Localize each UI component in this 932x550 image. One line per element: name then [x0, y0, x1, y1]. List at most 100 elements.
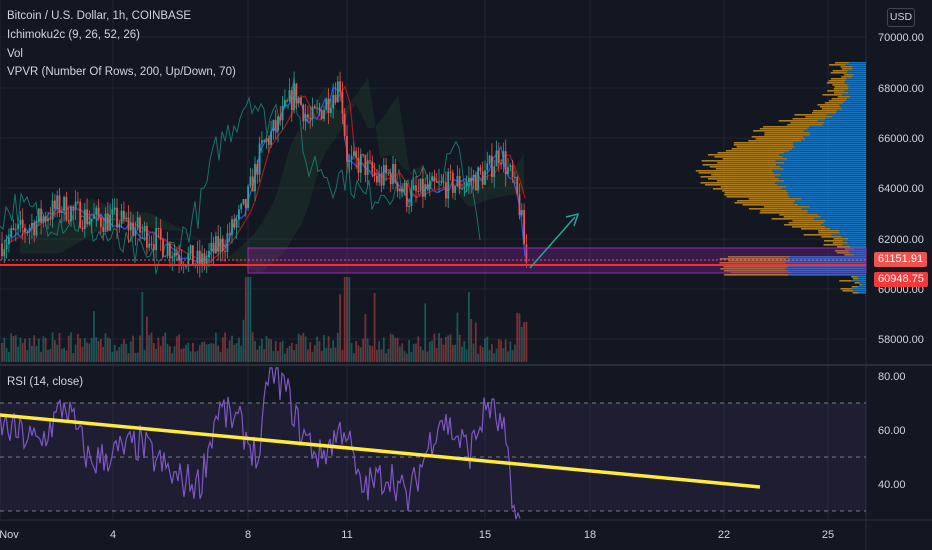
candle-body: [286, 100, 289, 102]
time-axis-tick: Nov: [0, 529, 19, 541]
volume-bar: [428, 341, 431, 362]
candle-body: [219, 238, 222, 252]
vpvr-row-down: [824, 240, 843, 242]
volume-bar: [21, 342, 24, 362]
volume-bar: [422, 350, 424, 362]
candle-body: [215, 236, 217, 254]
volume-bar: [175, 336, 178, 362]
candle-body: [300, 97, 302, 105]
volume-bar: [155, 348, 157, 362]
candle-body: [127, 217, 130, 231]
volume-bar: [198, 345, 201, 362]
forecast-arrow-line[interactable]: [529, 216, 576, 269]
candle-body: [412, 185, 415, 190]
volume-bar: [290, 342, 293, 362]
volume-bar: [316, 336, 318, 362]
volume-bar: [247, 277, 249, 362]
candle-body: [116, 207, 118, 228]
volume-bar: [33, 335, 36, 362]
vpvr-row-down: [818, 232, 840, 234]
vpvr-row-up: [780, 166, 866, 168]
candle-body: [97, 207, 100, 218]
candle-body: [504, 151, 507, 175]
candle-body: [385, 165, 387, 174]
volume-bar: [143, 349, 146, 362]
candle-body: [288, 90, 291, 102]
vpvr-row-up: [840, 106, 866, 108]
candle-body: [313, 106, 316, 109]
candle-body: [445, 182, 447, 199]
candle-body: [26, 232, 29, 234]
current-price-label: 61151.91: [874, 252, 928, 267]
candle-body: [77, 201, 79, 203]
candle-body: [336, 81, 339, 103]
vpvr-row-up: [780, 174, 866, 176]
price-axis-tick: 66000.00: [878, 133, 924, 145]
candle-body: [486, 163, 489, 171]
candle-body: [320, 110, 323, 120]
candle-body: [304, 114, 307, 122]
candle-body: [54, 200, 56, 209]
vpvr-row-down: [717, 162, 785, 164]
vpvr-legend[interactable]: VPVR (Number Of Rows, 200, Up/Down, 70): [7, 66, 236, 78]
candle-body: [258, 143, 261, 175]
candle-body: [51, 200, 54, 220]
rsi-legend[interactable]: RSI (14, close): [7, 376, 84, 388]
vpvr-row-down: [724, 194, 789, 196]
volume-bar: [95, 337, 98, 362]
volume-bar: [511, 350, 514, 362]
vpvr-row-up: [786, 186, 866, 188]
volume-bar: [5, 348, 8, 362]
volume-bar: [136, 352, 139, 362]
volume-bar: [447, 335, 450, 362]
candle-body: [109, 214, 111, 231]
vpvr-row-up: [790, 260, 866, 262]
candle-body: [343, 113, 346, 136]
vpvr-row-down: [764, 134, 810, 136]
volume-bar: [297, 333, 300, 362]
volume-bar: [362, 338, 364, 362]
volume-bar: [72, 353, 75, 362]
candle-body: [152, 244, 155, 251]
vpvr-row-up: [822, 124, 866, 126]
vpvr-row-up: [841, 108, 866, 110]
candle-body: [353, 151, 355, 156]
vpvr-row-down: [842, 290, 854, 292]
vpvr-row-up: [851, 288, 866, 290]
time-axis-tick: 25: [822, 529, 834, 541]
currency-button[interactable]: USD: [887, 8, 915, 27]
candle-body: [297, 97, 300, 104]
candle-body: [327, 98, 330, 114]
vpvr-row-down: [763, 206, 810, 208]
vpvr-row-up: [859, 282, 866, 284]
candle-body: [157, 228, 160, 230]
rsi-axis-tick: 80.00: [878, 371, 906, 383]
vpvr-row-up: [810, 132, 866, 134]
candle-body: [254, 163, 256, 192]
rsi-trendline[interactable]: [0, 413, 761, 489]
volume-bar: [249, 277, 252, 362]
candle-body: [387, 172, 390, 174]
volume-bar: [67, 335, 70, 362]
volume-bar: [493, 353, 496, 362]
candle-body: [290, 90, 293, 110]
forecast-arrow-head[interactable]: [565, 212, 580, 227]
ichimoku-legend[interactable]: Ichimoku2c (9, 26, 52, 26): [7, 29, 140, 41]
volume-bar: [116, 350, 118, 362]
candle-body: [261, 140, 263, 144]
vpvr-row-down: [733, 142, 794, 144]
volume-bar: [525, 321, 528, 362]
candle-body: [141, 231, 144, 233]
volume-bar: [171, 353, 174, 362]
candle-body: [481, 171, 484, 185]
volume-bar: [507, 351, 509, 362]
volume-bar: [442, 344, 445, 362]
candle-body: [247, 186, 249, 209]
candle-body: [12, 228, 15, 230]
vpvr-row-down: [829, 64, 846, 66]
volume-bar: [10, 333, 13, 362]
volume-legend[interactable]: Vol: [7, 48, 23, 60]
vpvr-row-down: [837, 96, 851, 98]
